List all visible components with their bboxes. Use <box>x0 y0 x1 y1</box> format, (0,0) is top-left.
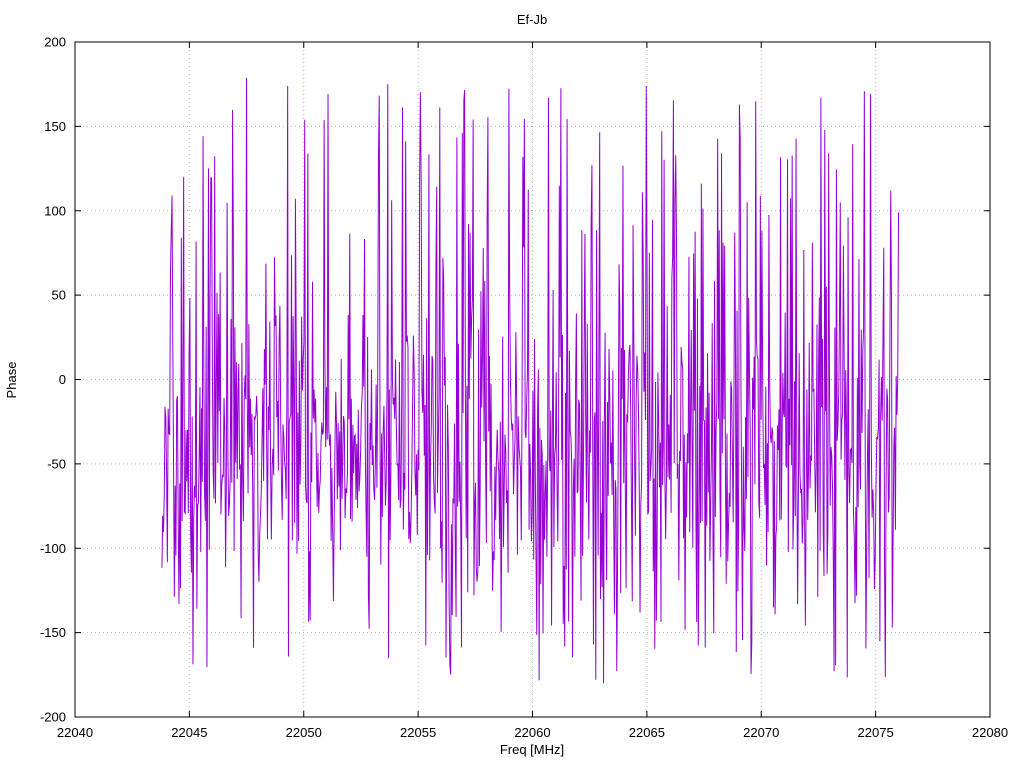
x-tick-label: 22070 <box>743 725 779 740</box>
x-tick-label: 22060 <box>514 725 550 740</box>
y-tick-label: -150 <box>40 625 66 640</box>
x-tick-label: 22050 <box>286 725 322 740</box>
y-tick-label: 100 <box>44 203 66 218</box>
x-tick-label: 22080 <box>972 725 1008 740</box>
y-axis-label: Phase <box>4 362 19 399</box>
y-tick-label: -100 <box>40 541 66 556</box>
x-axis-label: Freq [MHz] <box>500 742 564 757</box>
x-tick-label: 22075 <box>858 725 894 740</box>
y-tick-label: 200 <box>44 35 66 50</box>
x-tick-label: 22045 <box>171 725 207 740</box>
y-tick-label: -50 <box>47 456 66 471</box>
y-tick-label: 0 <box>59 372 66 387</box>
chart-title: Ef-Jb <box>517 12 547 27</box>
x-tick-label: 22065 <box>629 725 665 740</box>
x-tick-label: 22055 <box>400 725 436 740</box>
data-series-line <box>161 77 899 684</box>
y-tick-label: 150 <box>44 119 66 134</box>
y-tick-label: -200 <box>40 710 66 725</box>
tick-label-layer: 22040 22045 22050 22055 22060 22065 22070 22075… <box>40 35 1008 741</box>
y-tick-label: 50 <box>52 288 66 303</box>
x-tick-label: 22040 <box>57 725 93 740</box>
axis-layer <box>74 41 991 718</box>
